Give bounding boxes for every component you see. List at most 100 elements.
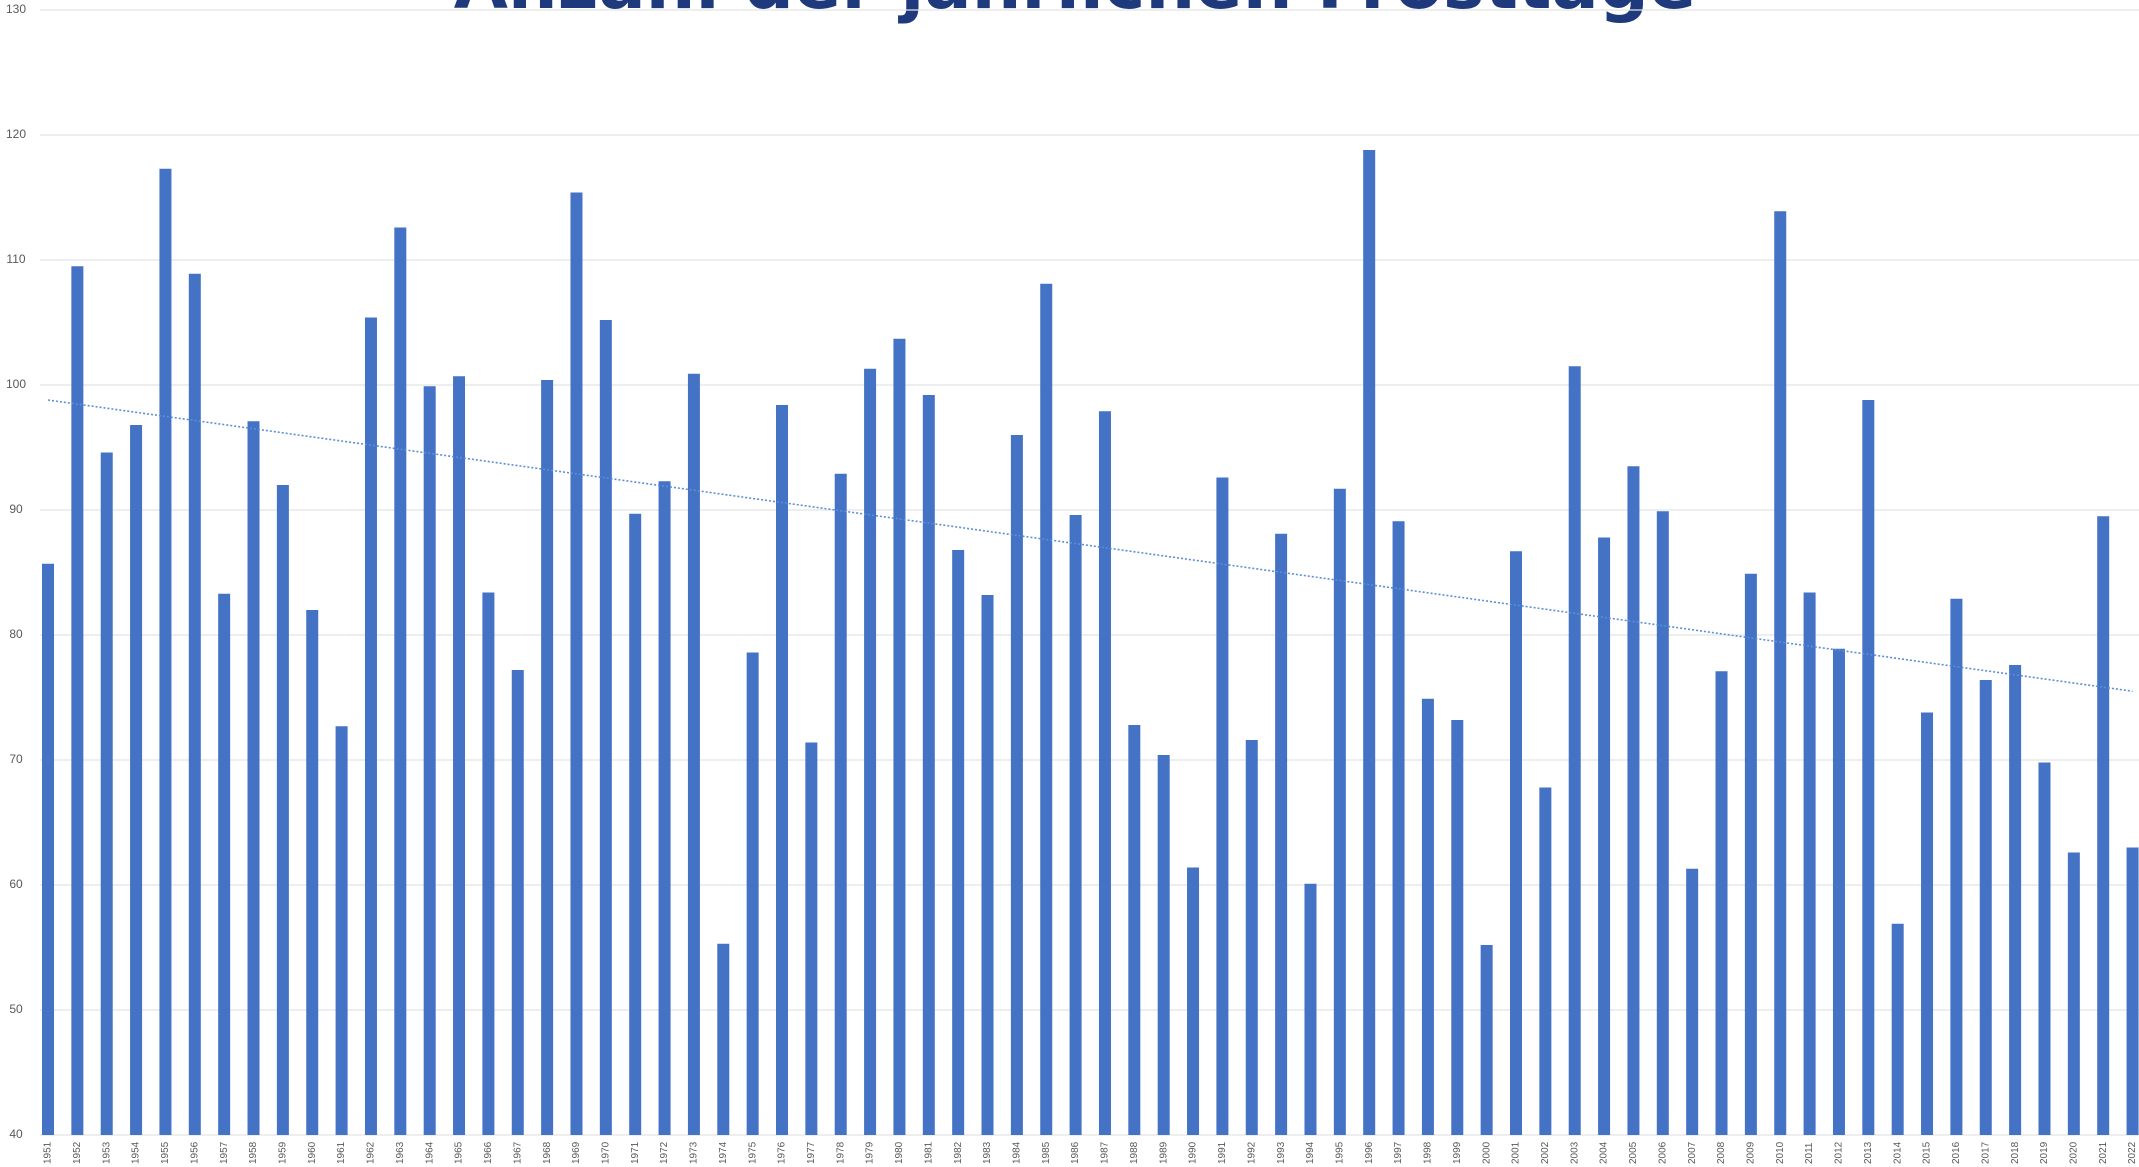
bar: [1069, 515, 1082, 1135]
x-tick-label: 1973: [689, 1141, 700, 1164]
bar: [834, 473, 847, 1135]
x-tick-label: 1999: [1452, 1141, 1463, 1164]
x-tick-label: 2002: [1540, 1141, 1551, 1164]
bar: [893, 338, 906, 1135]
x-tick-label: 1970: [600, 1141, 611, 1164]
bar: [1568, 366, 1581, 1135]
chart-title: Anzahl der jährlichen Frosttage: [454, 0, 1697, 25]
x-tick-label: 2015: [1922, 1141, 1933, 1164]
x-tick-label: 1975: [747, 1141, 758, 1164]
bar: [2009, 665, 2022, 1135]
bar: [2038, 762, 2051, 1135]
x-tick-label: 1977: [806, 1141, 817, 1164]
bar: [1098, 411, 1111, 1135]
y-tick-label: 50: [9, 1002, 23, 1016]
x-tick-label: 2010: [1775, 1141, 1786, 1164]
x-tick-label: 2006: [1657, 1141, 1668, 1164]
x-tick-label: 1991: [1217, 1141, 1228, 1164]
x-tick-label: 1995: [1334, 1141, 1345, 1164]
bar: [1304, 883, 1317, 1135]
x-tick-label: 2016: [1951, 1141, 1962, 1164]
bar: [746, 652, 759, 1135]
bar: [423, 386, 436, 1135]
bar: [1891, 923, 1904, 1135]
bar: [1598, 537, 1611, 1135]
x-tick-label: 1953: [101, 1141, 112, 1164]
x-tick-label: 2019: [2039, 1141, 2050, 1164]
x-tick-label: 1971: [630, 1141, 641, 1164]
bar: [100, 452, 113, 1135]
x-tick-label: 1954: [131, 1141, 142, 1164]
bar: [1921, 712, 1934, 1135]
x-tick-label: 1981: [923, 1141, 934, 1164]
bar: [130, 425, 143, 1135]
x-tick-label: 2012: [1834, 1141, 1845, 1164]
bar: [599, 320, 612, 1135]
x-tick-label: 1952: [72, 1141, 83, 1164]
bar: [482, 592, 495, 1135]
bar: [1363, 150, 1376, 1135]
x-tick-label: 1993: [1276, 1141, 1287, 1164]
x-tick-label: 1964: [424, 1141, 435, 1164]
bar: [1480, 945, 1493, 1135]
x-tick-label: 1989: [1158, 1141, 1169, 1164]
bar: [453, 376, 466, 1135]
x-tick-label: 1982: [953, 1141, 964, 1164]
bar: [1040, 283, 1053, 1135]
bar: [306, 610, 319, 1135]
x-tick-label: 2000: [1481, 1141, 1492, 1164]
x-tick-label: 2007: [1687, 1141, 1698, 1164]
bar: [1950, 598, 1963, 1135]
x-tick-label: 1988: [1129, 1141, 1140, 1164]
x-tick-label: 2011: [1804, 1142, 1815, 1164]
bar: [247, 421, 260, 1135]
x-tick-label: 1987: [1100, 1141, 1111, 1164]
x-tick-label: 1967: [512, 1141, 523, 1164]
x-tick-label: 1966: [483, 1141, 494, 1164]
bar: [1539, 787, 1552, 1135]
bar: [1187, 867, 1200, 1135]
bar: [570, 192, 583, 1135]
bar: [394, 227, 407, 1135]
bar: [159, 168, 172, 1135]
y-tick-label: 60: [9, 877, 23, 891]
x-tick-label: 1968: [542, 1141, 553, 1164]
x-tick-label: 1962: [366, 1141, 377, 1164]
bar: [2067, 852, 2080, 1135]
bar: [805, 742, 818, 1135]
x-tick-label: 1978: [835, 1141, 846, 1164]
bar: [1275, 533, 1288, 1135]
x-tick-label: 1963: [395, 1141, 406, 1164]
bar: [511, 670, 524, 1135]
x-tick-label: 1994: [1305, 1141, 1316, 1164]
x-tick-label: 2021: [2098, 1141, 2109, 1164]
bar: [864, 368, 877, 1135]
bar: [1744, 573, 1757, 1135]
y-tick-label: 40: [9, 1127, 23, 1141]
bar: [776, 405, 788, 1135]
x-tick-label: 1990: [1188, 1141, 1199, 1164]
bar: [658, 481, 671, 1135]
x-tick-label: 1974: [718, 1141, 729, 1164]
bar: [1245, 740, 1258, 1135]
bar: [1627, 466, 1640, 1135]
x-tick-label: 1984: [1012, 1141, 1023, 1164]
x-tick-label: 1951: [43, 1141, 54, 1164]
x-tick-label: 1959: [278, 1141, 289, 1164]
y-tick-label: 90: [9, 502, 23, 516]
x-tick-label: 2018: [2010, 1141, 2021, 1164]
bar: [1656, 511, 1669, 1135]
plot: 40 50 60 70 80 90 100 110 120 130 1951 1952 1953 1954…: [6, 2, 2139, 1164]
bar: [1686, 868, 1699, 1135]
bar: [541, 380, 554, 1135]
x-tick-label: 1955: [160, 1141, 171, 1164]
bar: [1421, 698, 1434, 1135]
bar: [2097, 516, 2110, 1135]
x-tick-label: 1956: [189, 1141, 200, 1164]
bar: [952, 550, 965, 1135]
bar: [1128, 725, 1141, 1135]
trend-line: [47, 399, 2133, 693]
bar: [981, 595, 994, 1135]
